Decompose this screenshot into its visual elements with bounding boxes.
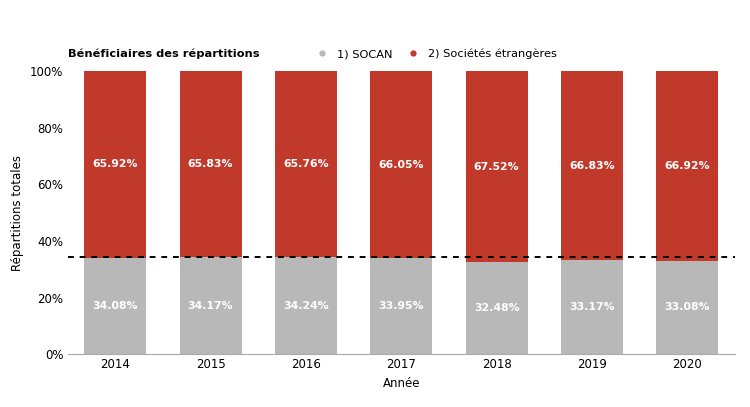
Text: 65.76%: 65.76%	[283, 159, 328, 169]
Text: 32.48%: 32.48%	[474, 303, 520, 313]
Bar	[84, 258, 146, 354]
Bar	[561, 260, 623, 354]
Bar	[179, 258, 242, 354]
Text: 33.08%: 33.08%	[664, 302, 710, 312]
Bar	[275, 71, 337, 257]
Bar	[275, 257, 337, 354]
Text: Médias traditionnels : Répartitions aux créateurs de la SOCAN et aux créateurs m: Médias traditionnels : Répartitions aux …	[6, 16, 696, 26]
Bar	[466, 262, 527, 354]
Bar	[84, 71, 146, 258]
Bar	[561, 71, 623, 260]
Bar	[370, 258, 432, 354]
Text: 34.24%: 34.24%	[283, 301, 328, 311]
Text: 34.08%: 34.08%	[92, 301, 138, 311]
Text: Bénéficiaires des répartitions: Bénéficiaires des répartitions	[68, 49, 259, 59]
Bar	[466, 71, 527, 262]
Text: 66.05%: 66.05%	[379, 160, 424, 170]
Text: 33.95%: 33.95%	[379, 301, 424, 311]
Text: 67.52%: 67.52%	[474, 162, 520, 172]
Legend: 1) SOCAN, 2) Sociétés étrangères: 1) SOCAN, 2) Sociétés étrangères	[306, 44, 561, 64]
Text: 66.92%: 66.92%	[664, 161, 710, 171]
Text: 65.92%: 65.92%	[92, 160, 138, 169]
X-axis label: Année: Année	[382, 377, 420, 390]
Y-axis label: Répartitions totales: Répartitions totales	[11, 155, 25, 271]
Bar	[370, 71, 432, 258]
Text: 34.17%: 34.17%	[188, 301, 233, 311]
Bar	[179, 71, 242, 258]
Text: 66.83%: 66.83%	[569, 161, 615, 171]
Text: 33.17%: 33.17%	[569, 302, 615, 312]
Text: 65.83%: 65.83%	[188, 159, 233, 169]
Bar	[656, 260, 718, 354]
Bar	[656, 71, 718, 260]
